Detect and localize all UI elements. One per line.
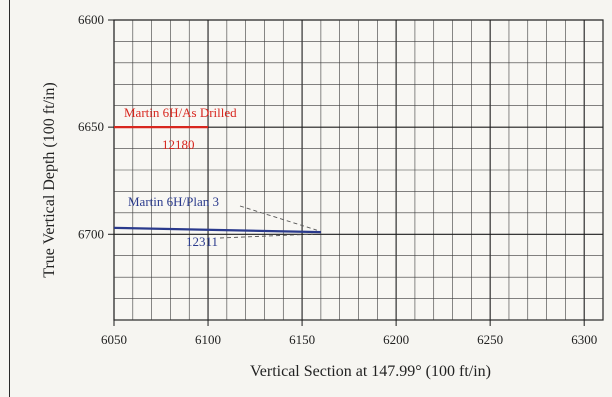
axis-layer: 6050 6100 6150 6200 6250 6300 6600 6650 6700 Vert…: [41, 12, 597, 380]
series-2-md-leader: [219, 233, 313, 239]
y-tick-label: 6650: [78, 119, 104, 134]
series-2-md-label: 12311: [186, 234, 218, 249]
label-layer: Martin 6H/As Drilled 12180 Martin 6H/Plan …: [124, 105, 318, 249]
y-tick-label: 6700: [78, 226, 104, 241]
grid-layer: [113, 19, 604, 321]
x-tick-label: 6250: [477, 332, 503, 347]
x-tick-label: 6150: [289, 332, 315, 347]
left-border-rule: [9, 0, 10, 397]
x-axis-title: Vertical Section at 147.99° (100 ft/in): [250, 363, 491, 380]
y-tick-label: 6600: [78, 12, 104, 27]
series-layer: [113, 126, 321, 234]
x-tick-label: 6200: [383, 332, 409, 347]
x-tick-label: 6300: [571, 332, 597, 347]
series-1-name-label: Martin 6H/As Drilled: [124, 105, 237, 120]
x-tick-label: 6050: [101, 332, 127, 347]
series-1-md-label: 12180: [162, 137, 195, 152]
x-tick-label: 6100: [195, 332, 221, 347]
series-line-2: [113, 226, 321, 234]
series-2-name-label: Martin 6H/Plan 3: [128, 194, 219, 209]
y-axis-title: True Vertical Depth (100 ft/in): [41, 82, 58, 278]
